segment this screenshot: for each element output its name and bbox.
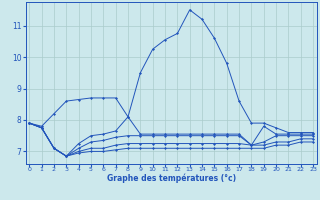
X-axis label: Graphe des températures (°c): Graphe des températures (°c): [107, 174, 236, 183]
